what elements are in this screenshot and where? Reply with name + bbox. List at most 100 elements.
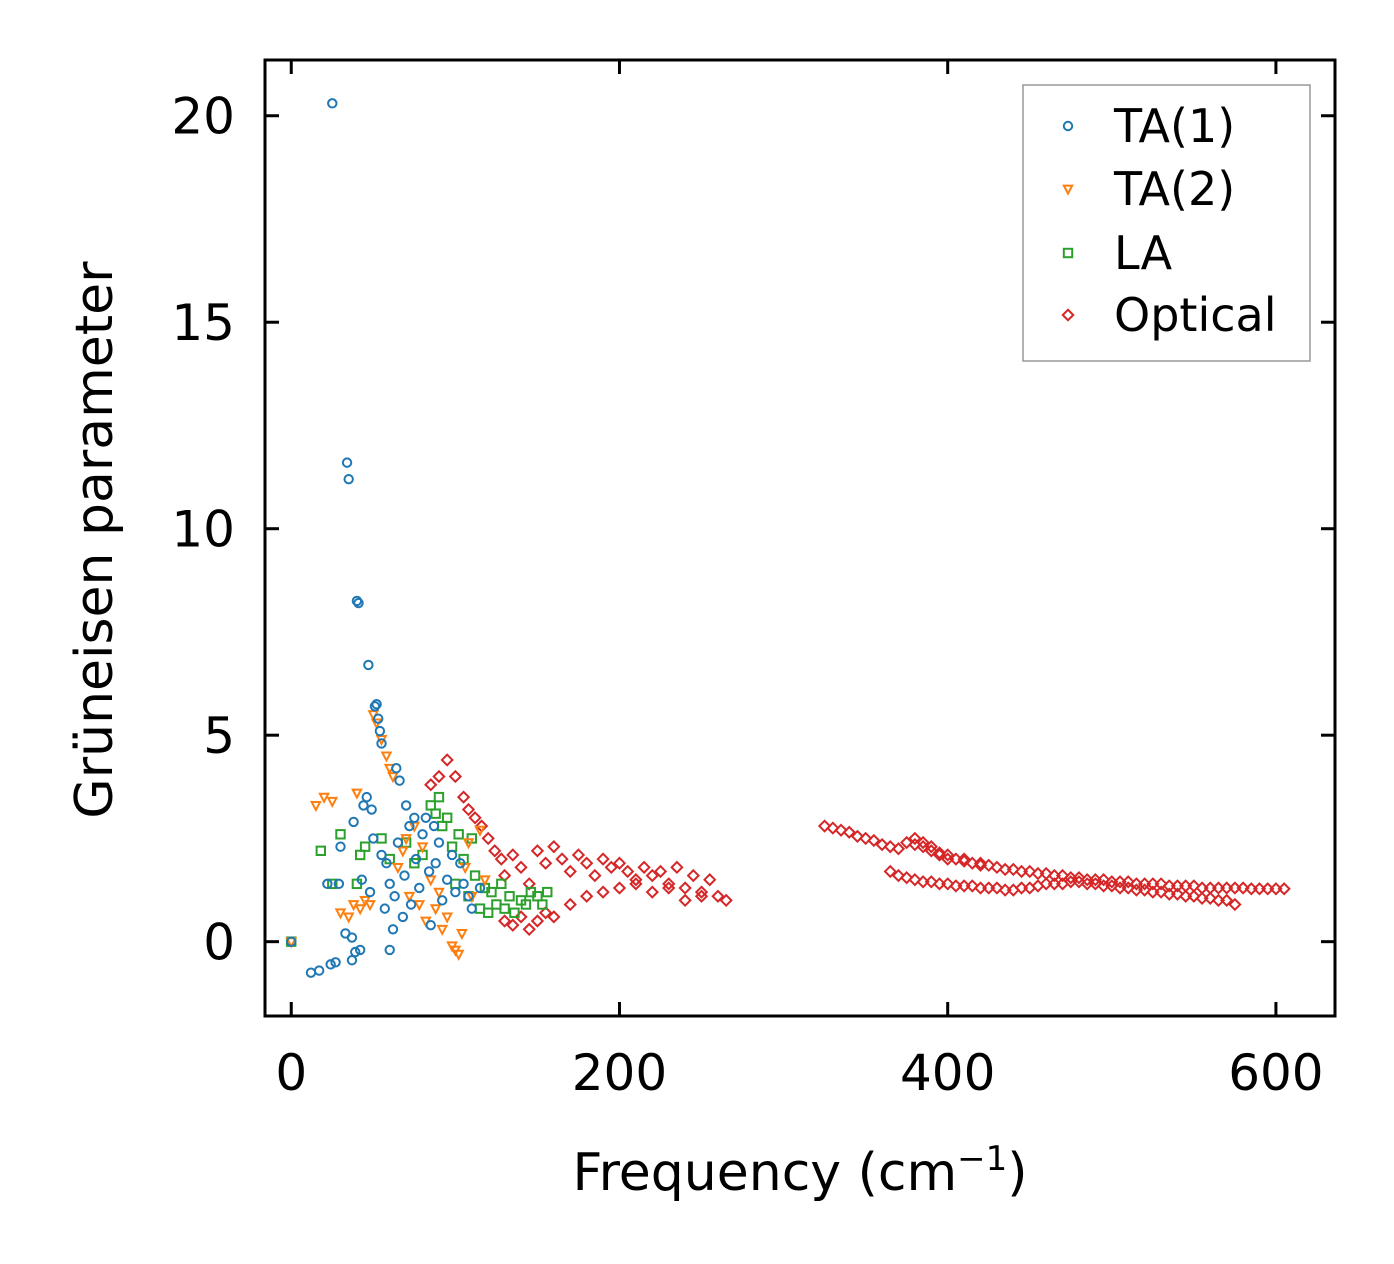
data-point <box>555 852 569 866</box>
data-point <box>364 886 376 898</box>
data-point <box>488 844 502 858</box>
data-point <box>327 98 338 109</box>
data-point <box>1203 891 1217 905</box>
data-point <box>433 887 445 899</box>
data-point <box>506 918 520 932</box>
x-tick-label: 200 <box>572 1044 667 1102</box>
data-point <box>547 910 561 924</box>
data-point <box>509 907 520 918</box>
data-point <box>662 881 676 895</box>
data-point <box>371 699 382 710</box>
data-point <box>424 875 437 887</box>
data-point <box>522 877 536 891</box>
data-point <box>506 848 520 862</box>
data-point <box>468 811 482 825</box>
data-point <box>448 769 463 784</box>
data-point <box>482 907 494 918</box>
data-point <box>368 833 379 844</box>
data-point <box>1137 883 1152 897</box>
data-point <box>678 881 692 895</box>
data-point <box>817 819 832 833</box>
data-point <box>990 860 1004 874</box>
data-point <box>322 878 333 890</box>
data-point <box>333 878 345 890</box>
data-point <box>436 924 449 937</box>
legend-marker <box>1062 184 1074 196</box>
y-tick-label: 15 <box>171 294 235 352</box>
data-point <box>1228 897 1242 912</box>
data-point <box>537 899 548 910</box>
data-point <box>463 891 474 902</box>
data-point <box>1023 864 1037 879</box>
data-point <box>637 860 651 874</box>
data-point <box>351 595 363 607</box>
legend-marker <box>1061 308 1075 322</box>
data-point <box>530 844 545 858</box>
data-point <box>432 769 446 784</box>
series-ta-1- <box>286 98 486 978</box>
data-point <box>350 946 361 958</box>
data-point <box>330 957 341 968</box>
data-point <box>486 886 497 898</box>
data-point <box>504 891 515 902</box>
data-point <box>461 802 476 817</box>
data-point <box>694 889 709 903</box>
data-point <box>932 846 947 860</box>
data-point <box>452 949 465 961</box>
data-point <box>397 911 409 923</box>
data-point <box>491 899 502 910</box>
legend-marker <box>1062 247 1074 259</box>
data-point <box>318 792 330 804</box>
data-point <box>941 877 955 891</box>
data-point <box>1088 877 1103 891</box>
data-point <box>924 875 938 889</box>
data-point <box>404 820 415 832</box>
data-point <box>394 775 405 786</box>
data-point <box>900 870 914 885</box>
data-point <box>645 868 659 883</box>
data-point <box>384 878 395 890</box>
data-point <box>891 868 906 883</box>
data-point <box>514 860 528 874</box>
data-point <box>1006 862 1021 877</box>
data-point <box>380 751 393 763</box>
data-point <box>530 914 545 928</box>
data-point <box>456 790 471 804</box>
data-point <box>571 848 586 862</box>
data-point <box>596 885 610 899</box>
data-point <box>379 903 391 914</box>
data-point <box>1187 889 1201 903</box>
data-point <box>916 835 930 850</box>
plot-frame <box>263 58 1337 1018</box>
data-point <box>441 912 454 924</box>
data-point <box>450 886 461 898</box>
data-point <box>446 841 458 852</box>
data-point <box>313 965 325 976</box>
data-point <box>858 831 873 846</box>
data-point <box>842 825 856 839</box>
data-point <box>621 864 635 879</box>
data-point <box>363 659 374 671</box>
data-point <box>356 874 368 885</box>
data-point <box>417 829 428 840</box>
data-point <box>420 812 432 823</box>
data-point <box>579 889 594 903</box>
data-point <box>499 903 510 914</box>
data-point <box>957 854 971 868</box>
data-point <box>376 833 387 844</box>
data-point <box>1096 873 1111 887</box>
data-point <box>645 885 659 899</box>
data-point <box>364 900 376 912</box>
data-point <box>335 829 346 840</box>
data-point <box>392 837 404 848</box>
legend-marker <box>1062 120 1074 132</box>
y-tick-label: 0 <box>203 914 235 972</box>
x-tick-label: 600 <box>1228 1044 1323 1102</box>
data-point <box>425 800 436 811</box>
data-point <box>474 825 486 837</box>
data-point <box>662 877 676 891</box>
data-point <box>423 866 435 877</box>
data-point <box>629 877 643 891</box>
data-point <box>924 840 938 854</box>
